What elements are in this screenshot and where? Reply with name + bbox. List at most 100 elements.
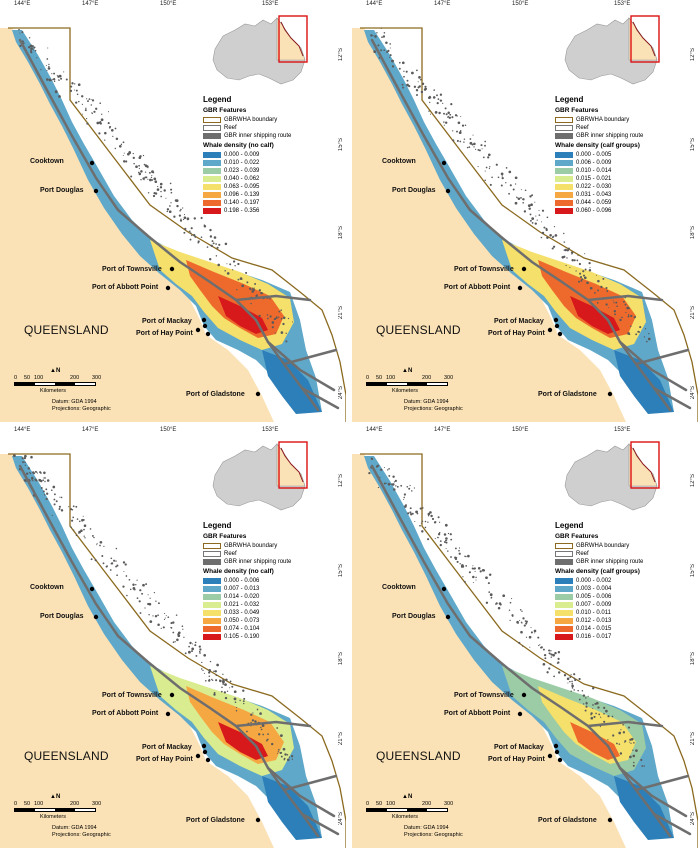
- label-port-of-abbott-point: Port of Abbott Point: [92, 710, 159, 717]
- reef-mark: [468, 571, 471, 574]
- reef-mark: [31, 45, 34, 48]
- reef-mark: [597, 706, 600, 709]
- reef-mark: [147, 178, 149, 180]
- reef-mark: [251, 287, 254, 289]
- reef-mark: [425, 87, 428, 90]
- class-swatch: [203, 208, 221, 214]
- reef-mark: [520, 630, 523, 634]
- reef-mark: [495, 163, 498, 166]
- reef-mark: [600, 716, 602, 718]
- reef-mark: [409, 507, 412, 510]
- label-port-of-abbott-point: Port of Abbott Point: [444, 710, 511, 717]
- reef-mark: [75, 505, 78, 508]
- reef-mark: [414, 520, 416, 523]
- reef-mark: [477, 567, 481, 570]
- reef-mark: [542, 662, 546, 666]
- reef-mark: [251, 290, 254, 293]
- reef-mark: [541, 231, 545, 235]
- reef-mark: [150, 176, 153, 179]
- reef-mark: [394, 479, 397, 482]
- class-swatch: [555, 192, 573, 198]
- reef-mark: [580, 279, 583, 282]
- reef-mark: [534, 201, 536, 203]
- reef-mark: [130, 175, 133, 178]
- reef-mark: [525, 620, 528, 623]
- reef-mark: [183, 636, 185, 638]
- legend-class-row: 0.010 - 0.011: [555, 609, 697, 617]
- reef-mark: [472, 134, 474, 136]
- reef-mark: [595, 712, 597, 715]
- scale-tick: 100: [34, 375, 44, 381]
- legend-label: GBRWHA boundary: [576, 543, 630, 549]
- reef-mark: [177, 631, 181, 635]
- reef-mark: [164, 617, 166, 619]
- reef-mark: [241, 284, 245, 288]
- reef-mark: [258, 314, 261, 318]
- reef-mark: [259, 712, 262, 715]
- reef-mark: [213, 693, 216, 696]
- queensland-highlight: [276, 443, 306, 487]
- reef-mark: [125, 160, 128, 163]
- reef-mark: [548, 649, 551, 652]
- lon-tick: 153°E: [262, 1, 279, 7]
- reef-mark: [597, 279, 600, 283]
- reef-mark: [52, 485, 56, 489]
- reef-mark: [521, 610, 523, 613]
- reef-mark: [644, 328, 647, 330]
- reef-mark: [286, 753, 289, 756]
- reef-mark: [584, 268, 587, 271]
- reef-mark: [588, 269, 592, 272]
- reef-mark: [45, 64, 47, 67]
- reef-mark: [541, 209, 545, 212]
- reef-mark: [243, 702, 245, 705]
- reef-mark: [543, 653, 547, 657]
- lat-tick: 21°S: [338, 732, 344, 746]
- class-label: 0.000 - 0.002: [576, 578, 612, 584]
- reef-mark: [481, 148, 483, 150]
- reef-mark: [407, 512, 410, 515]
- reef-mark: [615, 742, 618, 745]
- legend-title: Legend: [203, 521, 232, 530]
- reef-mark: [154, 180, 158, 183]
- reef-mark: [149, 597, 151, 599]
- reef-mark: [280, 331, 284, 334]
- reef-mark: [212, 242, 215, 245]
- legend-label: GBRWHA boundary: [224, 543, 278, 549]
- reef-mark: [114, 127, 117, 130]
- reef-mark: [383, 49, 386, 52]
- reef-mark: [229, 680, 232, 683]
- reef-mark: [188, 650, 191, 654]
- lon-tick: 144°E: [14, 427, 31, 433]
- reef-mark: [63, 71, 65, 73]
- reef-mark: [383, 32, 386, 34]
- reef-mark: [254, 720, 257, 723]
- reef-mark: [182, 628, 184, 630]
- reef-mark: [578, 677, 581, 681]
- legend-class-row: 0.003 - 0.004: [555, 585, 697, 593]
- reef-mark: [143, 163, 146, 166]
- reef-mark: [622, 300, 625, 303]
- reef-mark: [276, 317, 278, 319]
- reef-mark: [624, 741, 626, 744]
- reef-mark: [402, 86, 404, 89]
- reef-mark: [23, 456, 27, 460]
- reef-mark: [168, 210, 172, 214]
- reef-mark: [122, 141, 125, 144]
- boundary-swatch: [555, 543, 573, 549]
- lat-tick: 18°S: [338, 226, 344, 240]
- reef-mark: [561, 255, 565, 259]
- port-marker: [607, 391, 613, 397]
- reef-mark: [450, 556, 452, 558]
- reef-mark: [413, 487, 416, 489]
- label-port-douglas: Port Douglas: [40, 613, 84, 620]
- lon-tick: 147°E: [434, 1, 451, 7]
- reef-mark: [383, 466, 385, 469]
- reef-mark: [582, 694, 586, 697]
- reef-mark: [448, 116, 451, 119]
- reef-mark: [186, 217, 190, 221]
- reef-mark: [285, 332, 287, 335]
- reef-mark: [30, 47, 33, 51]
- reef-mark: [536, 219, 538, 221]
- reef-mark: [82, 113, 84, 115]
- scale-tick: 100: [386, 801, 396, 807]
